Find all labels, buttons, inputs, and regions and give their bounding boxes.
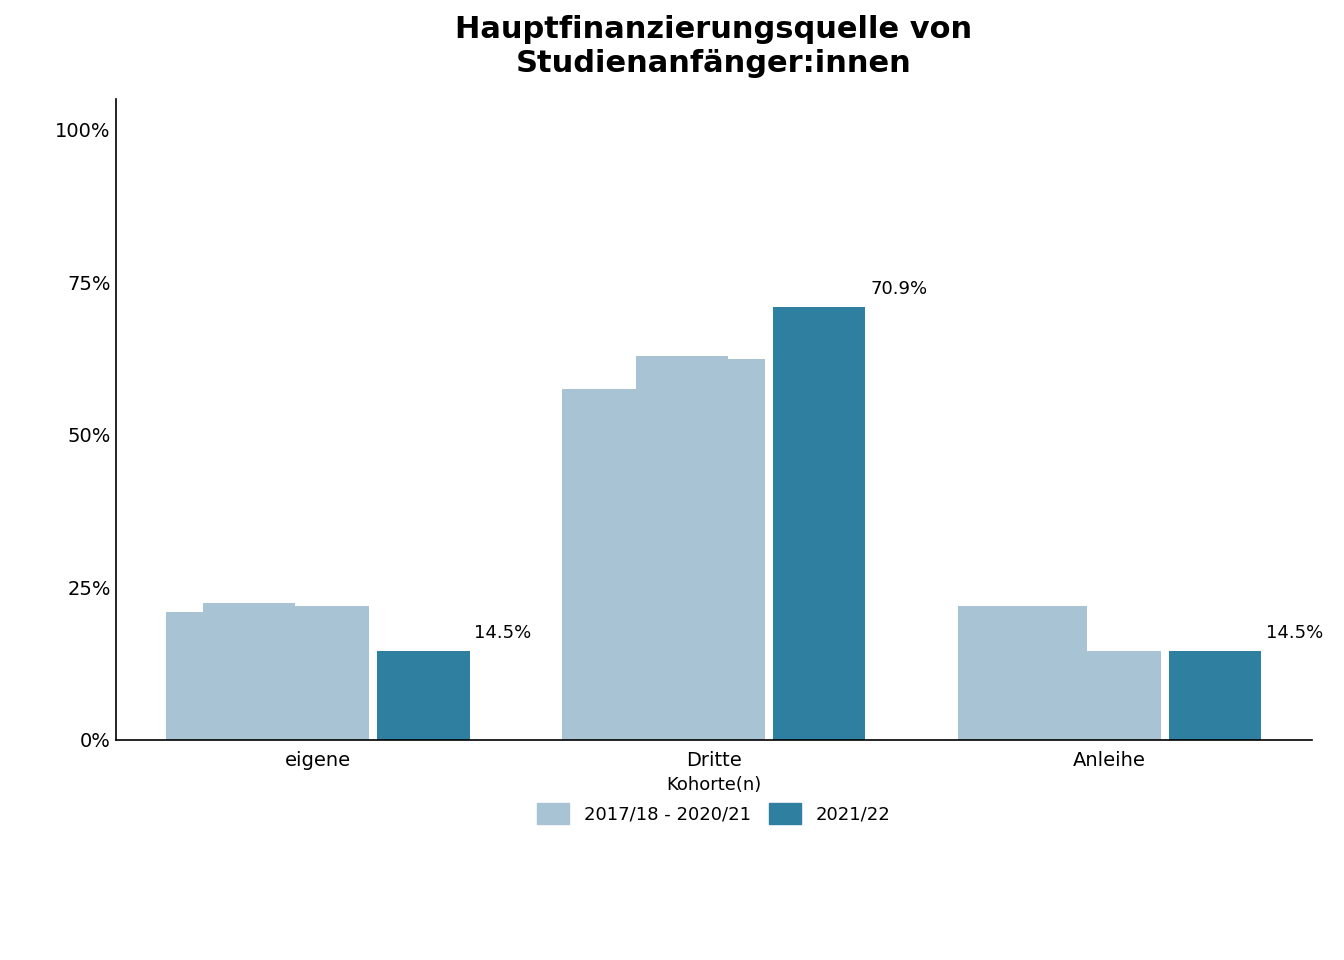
Bar bbox=[1068, 651, 1161, 740]
Text: 14.5%: 14.5% bbox=[1266, 624, 1322, 642]
Bar bbox=[277, 606, 370, 740]
Bar bbox=[672, 359, 765, 740]
Bar bbox=[1169, 651, 1261, 740]
Text: 70.9%: 70.9% bbox=[870, 280, 927, 299]
Bar bbox=[598, 401, 691, 740]
Bar bbox=[239, 606, 332, 740]
Bar bbox=[378, 651, 469, 740]
Title: Hauptfinanzierungsquelle von
Studienanfänger:innen: Hauptfinanzierungsquelle von Studienanfä… bbox=[456, 15, 972, 78]
Bar bbox=[958, 606, 1050, 740]
Bar bbox=[773, 307, 866, 740]
Bar bbox=[995, 606, 1087, 740]
Bar bbox=[562, 389, 655, 740]
Text: 14.5%: 14.5% bbox=[474, 624, 531, 642]
Bar bbox=[636, 355, 728, 740]
Bar bbox=[1031, 655, 1124, 740]
Bar bbox=[203, 603, 296, 740]
Legend: 2017/18 - 2020/21, 2021/22: 2017/18 - 2020/21, 2021/22 bbox=[528, 767, 899, 833]
Bar bbox=[167, 612, 258, 740]
